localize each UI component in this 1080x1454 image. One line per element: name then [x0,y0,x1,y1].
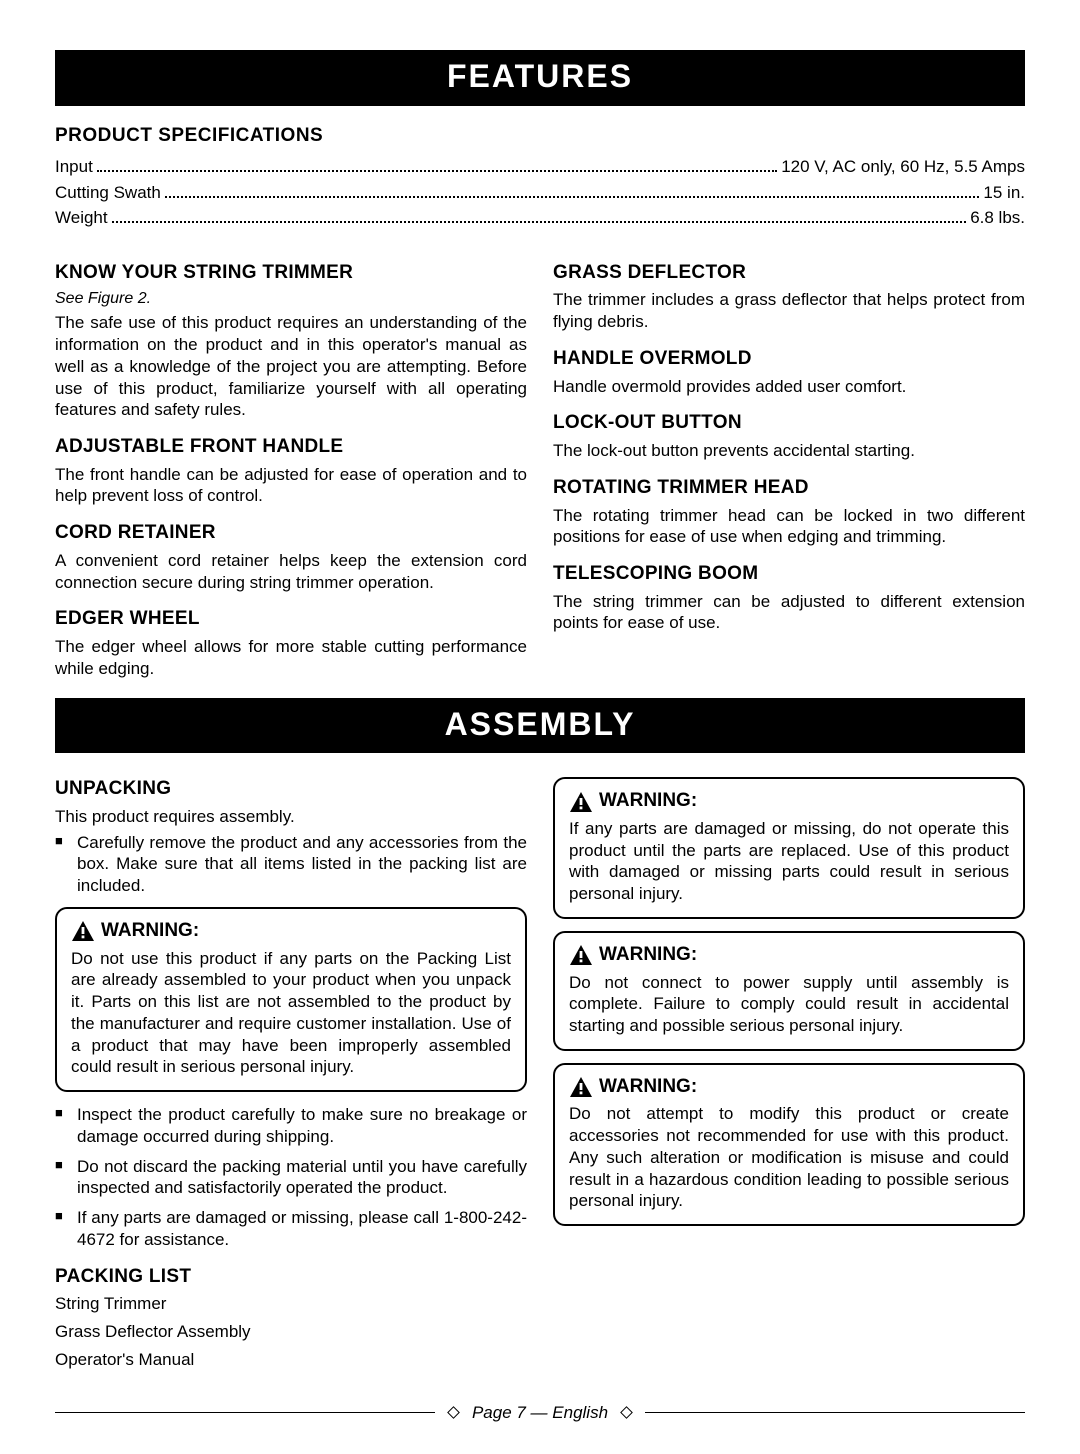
list-item: Carefully remove the product and any acc… [55,832,527,897]
assembly-banner: ASSEMBLY [55,698,1025,754]
spec-label: Input [55,154,93,180]
feature-heading: HANDLE OVERMOLD [553,347,1025,372]
warning-body: Do not attempt to modify this product or… [569,1103,1009,1212]
warning-icon [569,1076,593,1098]
figure-ref: See Figure 2. [55,289,527,310]
spec-dots [112,221,967,223]
feature-heading: TELESCOPING BOOM [553,562,1025,587]
assembly-right-col: WARNING: If any parts are damaged or mis… [553,771,1025,1377]
feature-body: The lock-out button prevents accidental … [553,440,1025,462]
unpacking-bullets-1: Carefully remove the product and any acc… [55,832,527,897]
assembly-left-col: UNPACKING This product requires assembly… [55,771,527,1377]
unpacking-bullets-2: Inspect the product carefully to make su… [55,1104,527,1251]
warning-box: WARNING: Do not attempt to modify this p… [553,1063,1025,1226]
feature-body: Handle overmold provides added user comf… [553,376,1025,398]
spec-dots [97,170,777,172]
warning-label: WARNING: [599,1075,697,1100]
warning-label: WARNING: [599,789,697,814]
feature-heading: KNOW YOUR STRING TRIMMER [55,261,527,286]
feature-heading: EDGER WHEEL [55,607,527,632]
features-columns: KNOW YOUR STRING TRIMMER See Figure 2. T… [55,247,1025,680]
page-footer: Page 7 — English [55,1402,1025,1424]
spec-row: Cutting Swath 15 in. [55,180,1025,206]
spec-label: Cutting Swath [55,180,161,206]
warning-title: WARNING: [569,943,1009,968]
warning-title: WARNING: [569,789,1009,814]
feature-heading: GRASS DEFLECTOR [553,261,1025,286]
footer-rule [55,1412,435,1413]
warning-label: WARNING: [101,919,199,944]
feature-body: The safe use of this product requires an… [55,312,527,421]
feature-body: The front handle can be adjusted for eas… [55,464,527,508]
feature-body: The string trimmer can be adjusted to di… [553,591,1025,635]
warning-title: WARNING: [71,919,511,944]
spec-row: Input 120 V, AC only, 60 Hz, 5.5 Amps [55,154,1025,180]
spec-dots [165,196,980,198]
footer-diamond-icon [620,1406,633,1419]
warning-label: WARNING: [599,943,697,968]
unpacking-intro: This product requires assembly. [55,806,527,828]
spec-row: Weight 6.8 lbs. [55,205,1025,231]
list-item: Do not discard the packing material unti… [55,1156,527,1200]
feature-body: The rotating trimmer head can be locked … [553,505,1025,549]
warning-box: WARNING: Do not use this product if any … [55,907,527,1092]
feature-body: A convenient cord retainer helps keep th… [55,550,527,594]
warning-icon [569,944,593,966]
warning-body: Do not use this product if any parts on … [71,948,511,1079]
spec-value: 120 V, AC only, 60 Hz, 5.5 Amps [781,154,1025,180]
feature-heading: CORD RETAINER [55,521,527,546]
features-banner: FEATURES [55,50,1025,106]
feature-body: The trimmer includes a grass deflector t… [553,289,1025,333]
features-right-col: GRASS DEFLECTOR The trimmer includes a g… [553,247,1025,680]
packing-list-items: String Trimmer Grass Deflector Assembly … [55,1293,527,1371]
packing-list-heading: PACKING LIST [55,1265,527,1290]
feature-heading: ADJUSTABLE FRONT HANDLE [55,435,527,460]
footer-page-label: Page 7 — English [472,1402,608,1424]
warning-icon [569,791,593,813]
footer-diamond-icon [447,1406,460,1419]
list-item: If any parts are damaged or missing, ple… [55,1207,527,1251]
feature-heading: LOCK-OUT BUTTON [553,411,1025,436]
list-item: Inspect the product carefully to make su… [55,1104,527,1148]
warning-box: WARNING: Do not connect to power supply … [553,931,1025,1051]
packing-item: Operator's Manual [55,1349,527,1371]
warning-body: Do not connect to power supply until ass… [569,972,1009,1037]
feature-heading: ROTATING TRIMMER HEAD [553,476,1025,501]
spec-value: 15 in. [983,180,1025,206]
spec-value: 6.8 lbs. [970,205,1025,231]
warning-title: WARNING: [569,1075,1009,1100]
feature-body: The edger wheel allows for more stable c… [55,636,527,680]
packing-item: Grass Deflector Assembly [55,1321,527,1343]
spec-label: Weight [55,205,108,231]
warning-icon [71,920,95,942]
unpacking-heading: UNPACKING [55,777,527,802]
footer-rule [645,1412,1025,1413]
warning-box: WARNING: If any parts are damaged or mis… [553,777,1025,919]
product-specs-heading: PRODUCT SPECIFICATIONS [55,124,1025,149]
features-left-col: KNOW YOUR STRING TRIMMER See Figure 2. T… [55,247,527,680]
packing-item: String Trimmer [55,1293,527,1315]
spec-list: Input 120 V, AC only, 60 Hz, 5.5 Amps Cu… [55,154,1025,231]
warning-body: If any parts are damaged or missing, do … [569,818,1009,905]
assembly-columns: UNPACKING This product requires assembly… [55,771,1025,1377]
